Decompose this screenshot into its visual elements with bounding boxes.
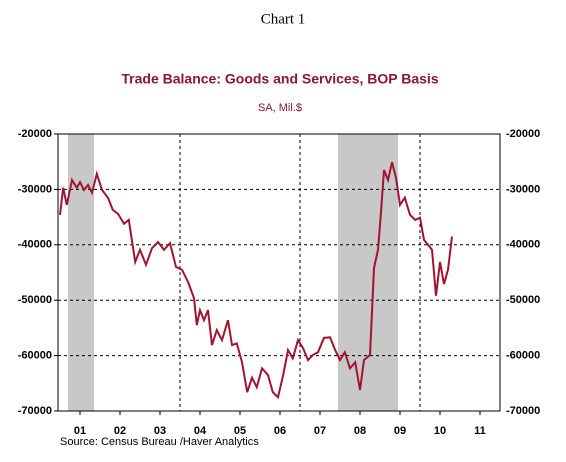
y-tick-label: -60000	[18, 350, 52, 362]
x-tick-label: 07	[314, 425, 326, 437]
recession-band	[68, 134, 94, 411]
x-tick-label: 02	[114, 425, 126, 437]
x-tick-label: 01	[74, 425, 86, 437]
x-tick-label: 09	[394, 425, 406, 437]
chart-subtitle: SA, Mil.$	[258, 102, 302, 114]
y-tick-label: -50000	[18, 294, 52, 306]
plot-frame	[57, 133, 501, 412]
x-tick-label: 11	[474, 425, 486, 437]
y2-tick-label: -20000	[506, 128, 540, 140]
x-tick-label: 08	[354, 425, 366, 437]
x-tick-label: 10	[434, 425, 446, 437]
x-tick-label: 05	[234, 425, 246, 437]
y-tick-label: -30000	[18, 183, 52, 195]
x-tick-label: 04	[194, 425, 207, 437]
source: Source: Census Bureau /Haver Analytics	[60, 436, 259, 448]
y-tick-label: -20000	[18, 128, 52, 140]
y2-tick-label: -70000	[506, 405, 540, 417]
x-tick-label: 06	[274, 425, 286, 437]
y2-tick-label: -50000	[506, 294, 540, 306]
y2-tick-label: -40000	[506, 239, 540, 251]
line-series	[59, 162, 453, 400]
x-tick-label: 03	[154, 425, 166, 437]
y-tick-label: -40000	[18, 239, 52, 251]
chart-title: Trade Balance: Goods and Services, BOP B…	[121, 71, 438, 87]
y-tick-label: -70000	[18, 405, 52, 417]
header: Chart 1	[261, 11, 306, 27]
y2-tick-label: -60000	[506, 350, 540, 362]
y2-tick-label: -30000	[506, 183, 540, 195]
